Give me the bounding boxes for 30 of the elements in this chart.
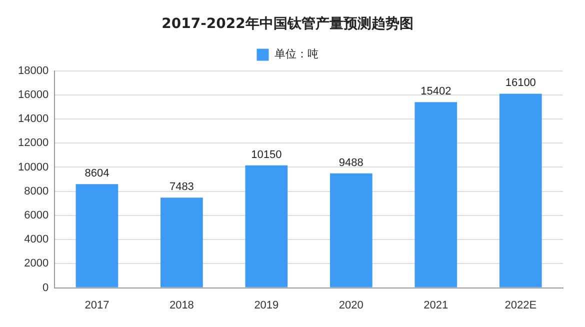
y-tick-label: 16000	[18, 88, 49, 101]
bar	[245, 165, 288, 288]
y-tick-label: 8000	[24, 185, 49, 198]
x-tick-label: 2021	[424, 299, 448, 312]
data-label: 9488	[338, 156, 364, 169]
data-label: 8604	[84, 168, 110, 180]
legend-label: 单位：吨	[274, 48, 318, 61]
y-tick-label: 6000	[24, 210, 49, 222]
data-label: 10150	[251, 148, 282, 161]
y-tick-label: 12000	[18, 137, 49, 150]
y-tick-label: 18000	[18, 64, 49, 77]
data-label: 15402	[420, 86, 452, 98]
y-tick-label: 4000	[24, 234, 49, 246]
y-tick-label: 14000	[18, 113, 49, 126]
bar	[160, 198, 203, 288]
bar	[499, 94, 542, 288]
data-label: 7483	[169, 181, 194, 194]
y-tick-label: 0	[42, 282, 49, 294]
x-tick-label: 2020	[338, 299, 364, 312]
x-tick-label: 2019	[254, 299, 279, 312]
x-tick-label: 2017	[84, 299, 110, 312]
y-tick-label: 2000	[24, 258, 49, 270]
y-tick-label: 10000	[18, 161, 49, 174]
chart-title: 2017-2022年中国钛管产量预测趋势图	[162, 15, 414, 32]
bar	[414, 102, 458, 288]
data-label: 16100	[505, 77, 536, 90]
x-tick-label: 2018	[169, 299, 194, 312]
bar	[330, 173, 372, 288]
bar	[76, 184, 118, 288]
x-tick-label: 2022E	[504, 299, 537, 312]
